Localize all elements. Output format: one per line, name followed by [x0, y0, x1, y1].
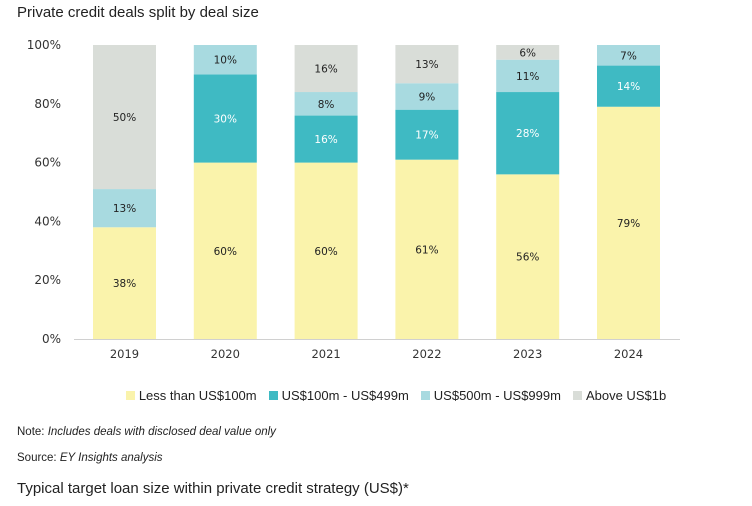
- legend-label: Above US$1b: [585, 388, 667, 403]
- y-tick-label: 100%: [27, 38, 61, 52]
- next-section-title: Typical target loan size within private …: [17, 480, 409, 497]
- x-tick-label: 2019: [110, 347, 139, 361]
- stacked-bar-chart: 0% 20% 40% 60% 80% 100% 38% 13% 50% 2019 60% 30% 10%…: [27, 38, 680, 361]
- legend-item: Above US$1b: [572, 388, 667, 403]
- bar-segment: [193, 74, 257, 163]
- legend-swatch: [420, 391, 430, 400]
- legend-swatch: [572, 391, 582, 400]
- bar-segment: [93, 189, 156, 228]
- legend-label: US$100m - US$499m: [281, 388, 409, 403]
- data-label: 60%: [214, 246, 237, 258]
- data-label: 79%: [617, 218, 640, 230]
- y-tick-label: 80%: [34, 97, 61, 111]
- chart-legend: Less than US$100m US$100m - US$499m US$500…: [0, 388, 752, 403]
- legend-item: Less than US$100m: [125, 388, 257, 403]
- bar-segment: [597, 45, 660, 66]
- bar-segment: [294, 92, 358, 116]
- bar-segment: [395, 45, 459, 84]
- bar-segment: [496, 59, 560, 93]
- bar-segment: [395, 159, 459, 339]
- data-label: 9%: [419, 91, 436, 103]
- data-label: 11%: [516, 71, 539, 83]
- legend-label: US$500m - US$999m: [433, 388, 561, 403]
- data-label: 16%: [314, 64, 337, 76]
- bar-segment: [93, 227, 156, 339]
- bar-segment: [193, 45, 257, 75]
- bar-segment: [395, 83, 459, 110]
- legend-label: Less than US$100m: [138, 388, 257, 403]
- chart-source: Source: EY Insights analysis: [17, 452, 163, 464]
- chart-note: Note: Includes deals with disclosed deal…: [17, 426, 276, 438]
- bar-segment: [294, 162, 358, 339]
- y-tick-label: 0%: [42, 332, 61, 346]
- data-label: 16%: [314, 134, 337, 146]
- data-label: 13%: [113, 203, 136, 215]
- data-label: 50%: [113, 112, 136, 124]
- data-label: 60%: [314, 246, 337, 258]
- y-tick-label: 60%: [34, 156, 61, 170]
- bar-segment: [496, 92, 560, 175]
- legend-swatch: [125, 391, 135, 400]
- data-label: 38%: [113, 278, 136, 290]
- data-label: 8%: [318, 99, 335, 111]
- data-label: 6%: [519, 47, 536, 59]
- data-label: 28%: [516, 128, 539, 140]
- x-tick-label: 2024: [614, 347, 643, 361]
- x-tick-label: 2021: [311, 347, 340, 361]
- chart-title: Private credit deals split by deal size: [17, 4, 259, 21]
- y-tick-label: 20%: [34, 273, 61, 287]
- x-tick-label: 2023: [513, 347, 542, 361]
- x-tick-label: 2022: [412, 347, 441, 361]
- bar-segment: [294, 45, 358, 93]
- data-label: 30%: [214, 114, 237, 126]
- bar-segment: [597, 65, 660, 107]
- bar-segment: [496, 45, 560, 60]
- data-label: 13%: [415, 59, 438, 71]
- bar-segment: [93, 45, 156, 190]
- legend-item: US$500m - US$999m: [420, 388, 561, 403]
- bar-segment: [193, 162, 257, 339]
- data-label: 61%: [415, 244, 438, 256]
- bar-segment: [597, 106, 660, 340]
- bar-segment: [395, 109, 459, 160]
- data-label: 7%: [620, 50, 637, 62]
- bar-segment: [294, 115, 358, 163]
- data-label: 17%: [415, 130, 438, 142]
- bar-segment: [496, 174, 560, 339]
- legend-item: US$100m - US$499m: [268, 388, 409, 403]
- y-tick-label: 40%: [34, 214, 61, 228]
- data-label: 10%: [214, 55, 237, 67]
- x-tick-label: 2020: [211, 347, 240, 361]
- legend-swatch: [268, 391, 278, 400]
- data-label: 14%: [617, 81, 640, 93]
- data-label: 56%: [516, 252, 539, 264]
